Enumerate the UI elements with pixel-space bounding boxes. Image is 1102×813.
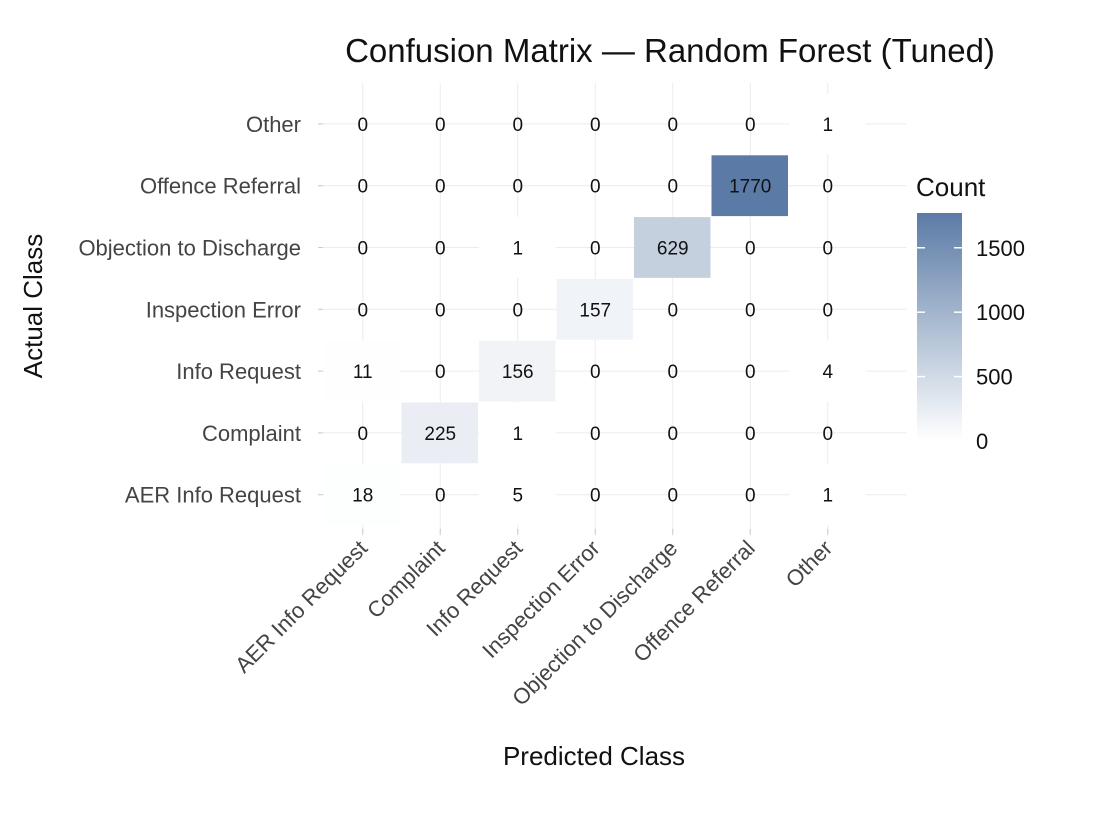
x-axis-label: Predicted Class — [503, 741, 685, 771]
y-tick-label: Offence Referral — [140, 174, 301, 199]
cell-value-label: 0 — [435, 177, 446, 198]
cell-value-label: 157 — [579, 300, 611, 321]
cell-value-label: 1 — [512, 424, 523, 445]
legend-tick-label: 500 — [976, 365, 1013, 390]
cell-value-label: 0 — [590, 177, 601, 198]
heatmap-cell — [479, 217, 556, 278]
cell-value-label: 0 — [512, 300, 523, 321]
cell-value-label: 0 — [435, 115, 446, 136]
cell-value-label: 0 — [745, 362, 756, 383]
cell-value-label: 0 — [667, 424, 678, 445]
cell-value-label: 0 — [357, 300, 368, 321]
cell-value-label: 0 — [357, 424, 368, 445]
cell-value-label: 0 — [745, 239, 756, 260]
cell-value-label: 0 — [512, 115, 523, 136]
cell-value-label: 0 — [745, 486, 756, 507]
heatmap-cell — [634, 217, 711, 278]
cell-value-label: 0 — [822, 239, 833, 260]
heatmap-tiles — [324, 93, 866, 526]
cell-value-label: 0 — [512, 177, 523, 198]
cell-value-label: 0 — [822, 300, 833, 321]
heatmap-cell — [324, 340, 401, 402]
cell-value-label: 0 — [590, 115, 601, 136]
legend-tick-label: 1000 — [976, 300, 1025, 325]
y-axis-ticks: AER Info Request Complaint Info Request Ins… — [78, 112, 323, 508]
y-axis-label: Actual Class — [18, 234, 48, 379]
cell-value-label: 0 — [667, 486, 678, 507]
cell-value-label: 225 — [424, 424, 456, 445]
heatmap-cell — [789, 464, 866, 526]
cell-value-label: 1 — [512, 239, 523, 260]
x-tick-label: AER Info Request — [230, 535, 372, 677]
heatmap-cell — [324, 464, 401, 526]
cell-value-label: 0 — [667, 177, 678, 198]
cell-value-label: 1 — [822, 486, 833, 507]
legend-ticks: 0 500 1000 1500 — [917, 236, 1025, 454]
cell-value-label: 0 — [435, 239, 446, 260]
heatmap-cell — [789, 340, 866, 402]
y-tick-label: Info Request — [176, 359, 301, 384]
color-legend: Count 0 500 1000 1500 — [916, 172, 1025, 454]
cell-value-label: 0 — [822, 424, 833, 445]
heatmap-cell — [401, 402, 478, 464]
cell-value-label: 0 — [590, 486, 601, 507]
legend-title: Count — [916, 172, 986, 202]
cell-value-label: 0 — [822, 177, 833, 198]
cell-value-label: 0 — [745, 424, 756, 445]
heatmap-cell — [556, 278, 633, 340]
cell-value-label: 4 — [822, 362, 833, 383]
y-tick-label: Complaint — [202, 421, 301, 446]
cell-value-label: 0 — [667, 300, 678, 321]
cell-value-labels: 18 0 5 0 0 0 1 0 225 1 0 0 0 0 11 0 156 0 0 0 4 0 0 0 157 0 0 0 0 0 1 0… — [352, 115, 833, 507]
legend-tick-label: 1500 — [976, 236, 1025, 261]
cell-value-label: 0 — [357, 239, 368, 260]
cell-value-label: 5 — [512, 486, 523, 507]
y-tick-label: Inspection Error — [146, 297, 301, 322]
cell-value-label: 0 — [435, 300, 446, 321]
cell-value-label: 0 — [667, 115, 678, 136]
cell-value-label: 11 — [353, 362, 373, 383]
legend-tick-label: 0 — [976, 429, 988, 454]
heatmap-cell — [789, 93, 866, 155]
cell-value-label: 156 — [502, 362, 534, 383]
x-tick-label: Other — [781, 535, 838, 592]
cell-value-label: 0 — [590, 424, 601, 445]
cell-value-label: 0 — [357, 177, 368, 198]
heatmap-cell — [711, 155, 788, 217]
cell-value-label: 1770 — [729, 177, 771, 198]
heatmap-cell — [479, 340, 556, 402]
chart-title: Confusion Matrix — Random Forest (Tuned) — [345, 32, 995, 69]
y-tick-label: AER Info Request — [125, 483, 301, 508]
cell-value-label: 1 — [822, 115, 833, 136]
heatmap-cell — [479, 464, 556, 526]
cell-value-label: 629 — [657, 239, 689, 260]
cell-value-label: 0 — [745, 300, 756, 321]
cell-value-label: 0 — [357, 115, 368, 136]
cell-value-label: 0 — [745, 115, 756, 136]
y-tick-label: Objection to Discharge — [78, 236, 301, 261]
heatmap-cell — [479, 402, 556, 464]
cell-value-label: 0 — [590, 239, 601, 260]
cell-value-label: 0 — [435, 486, 446, 507]
cell-value-label: 0 — [667, 362, 678, 383]
y-tick-label: Other — [246, 112, 301, 137]
cell-value-label: 0 — [590, 362, 601, 383]
legend-color-bar — [917, 213, 962, 441]
cell-value-label: 18 — [352, 486, 373, 507]
cell-value-label: 0 — [435, 362, 446, 383]
